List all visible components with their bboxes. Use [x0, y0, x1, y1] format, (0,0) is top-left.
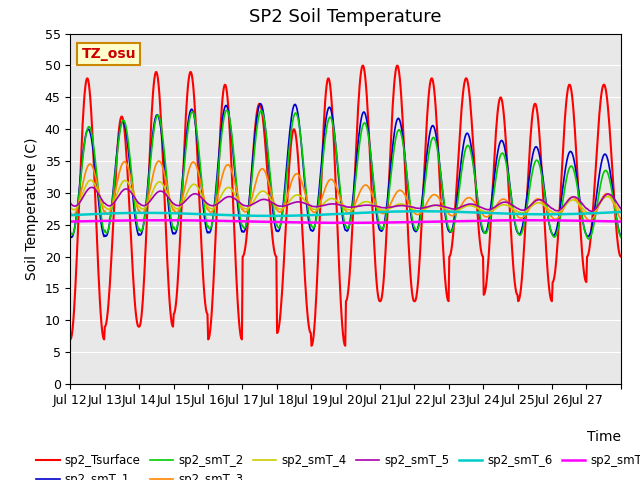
sp2_Tsurface	[280, 252, 288, 258]
sp2_smT_6	[232, 213, 240, 218]
sp2_smT_7	[617, 219, 625, 225]
Title: SP2 Soil Temperature: SP2 Soil Temperature	[250, 9, 442, 26]
Line: sp2_smT_6: sp2_smT_6	[70, 211, 621, 216]
sp2_smT_4	[67, 204, 74, 210]
sp2_smT_7	[281, 219, 289, 225]
sp2_Tsurface	[131, 301, 139, 307]
sp2_smT_5	[132, 196, 140, 202]
sp2_Tsurface	[617, 254, 625, 260]
sp2_smT_3	[617, 216, 625, 222]
sp2_smT_3	[586, 218, 594, 224]
sp2_smT_7	[404, 219, 412, 225]
sp2_smT_5	[67, 200, 74, 206]
Line: sp2_smT_2: sp2_smT_2	[70, 110, 621, 239]
sp2_smT_6	[260, 213, 268, 219]
sp2_smT_3	[281, 201, 289, 206]
sp2_smT_2	[617, 234, 625, 240]
sp2_smT_1	[261, 121, 269, 127]
sp2_smT_2	[131, 205, 139, 211]
sp2_smT_2	[403, 173, 411, 179]
sp2_smT_6	[281, 213, 289, 219]
sp2_smT_7	[435, 218, 442, 224]
Line: sp2_smT_1: sp2_smT_1	[70, 104, 621, 238]
sp2_smT_2	[233, 185, 241, 191]
sp2_smT_1	[404, 182, 412, 188]
sp2_smT_4	[617, 209, 625, 215]
sp2_smT_3	[155, 158, 163, 164]
sp2_smT_2	[223, 107, 230, 113]
Line: sp2_smT_5: sp2_smT_5	[70, 187, 621, 211]
sp2_smT_3	[131, 195, 139, 201]
sp2_smT_7	[260, 219, 268, 225]
sp2_smT_5	[403, 203, 411, 209]
sp2_smT_4	[434, 203, 442, 209]
sp2_Tsurface	[404, 223, 412, 228]
sp2_smT_6	[131, 210, 139, 216]
sp2_smT_1	[617, 233, 625, 239]
sp2_smT_1	[132, 219, 140, 225]
sp2_Tsurface	[260, 120, 268, 126]
sp2_smT_1	[435, 151, 442, 156]
Text: TZ_osu: TZ_osu	[81, 47, 136, 61]
sp2_smT_1	[67, 235, 75, 240]
sp2_Tsurface	[358, 63, 366, 69]
Legend: sp2_Tsurface, sp2_smT_1, sp2_smT_2, sp2_smT_3, sp2_smT_4, sp2_smT_5, sp2_smT_6, : sp2_Tsurface, sp2_smT_1, sp2_smT_2, sp2_…	[31, 449, 640, 480]
sp2_smT_5	[281, 203, 289, 209]
Line: sp2_smT_4: sp2_smT_4	[70, 180, 621, 214]
sp2_smT_6	[268, 213, 275, 219]
sp2_smT_5	[260, 196, 268, 202]
sp2_Tsurface	[308, 343, 316, 348]
sp2_smT_2	[434, 149, 442, 155]
sp2_smT_4	[260, 189, 268, 194]
sp2_smT_6	[617, 209, 625, 215]
sp2_smT_4	[132, 198, 140, 204]
sp2_smT_3	[233, 189, 241, 194]
sp2_smT_3	[67, 209, 74, 215]
sp2_smT_4	[281, 204, 289, 210]
Y-axis label: Soil Temperature (C): Soil Temperature (C)	[25, 138, 39, 280]
Line: sp2_Tsurface: sp2_Tsurface	[70, 66, 621, 346]
sp2_smT_2	[585, 236, 593, 242]
sp2_smT_4	[86, 177, 94, 183]
sp2_smT_6	[435, 208, 442, 214]
sp2_smT_2	[67, 229, 74, 235]
sp2_smT_6	[416, 208, 424, 214]
sp2_smT_7	[341, 220, 349, 226]
sp2_smT_5	[88, 184, 96, 190]
Line: sp2_smT_7: sp2_smT_7	[70, 220, 621, 223]
sp2_smT_1	[67, 234, 74, 240]
sp2_smT_3	[434, 193, 442, 199]
sp2_smT_5	[588, 208, 595, 214]
sp2_smT_5	[434, 203, 442, 208]
sp2_Tsurface	[232, 270, 240, 276]
Text: Time: Time	[587, 430, 621, 444]
sp2_smT_7	[233, 218, 241, 224]
sp2_smT_5	[233, 197, 241, 203]
sp2_smT_3	[260, 167, 268, 173]
sp2_smT_2	[281, 191, 289, 196]
sp2_smT_4	[587, 211, 595, 217]
sp2_smT_1	[257, 101, 264, 107]
sp2_smT_4	[403, 203, 411, 209]
sp2_smT_5	[617, 205, 625, 211]
sp2_Tsurface	[67, 336, 74, 342]
sp2_smT_1	[233, 194, 241, 200]
Line: sp2_smT_3: sp2_smT_3	[70, 161, 621, 221]
sp2_smT_2	[260, 117, 268, 122]
sp2_smT_4	[233, 195, 241, 201]
sp2_smT_7	[67, 219, 74, 225]
sp2_Tsurface	[435, 154, 442, 159]
sp2_smT_7	[131, 217, 139, 223]
sp2_smT_6	[67, 212, 74, 218]
sp2_smT_6	[403, 208, 411, 214]
sp2_smT_3	[403, 196, 411, 202]
sp2_smT_1	[282, 175, 289, 180]
sp2_smT_7	[159, 217, 166, 223]
